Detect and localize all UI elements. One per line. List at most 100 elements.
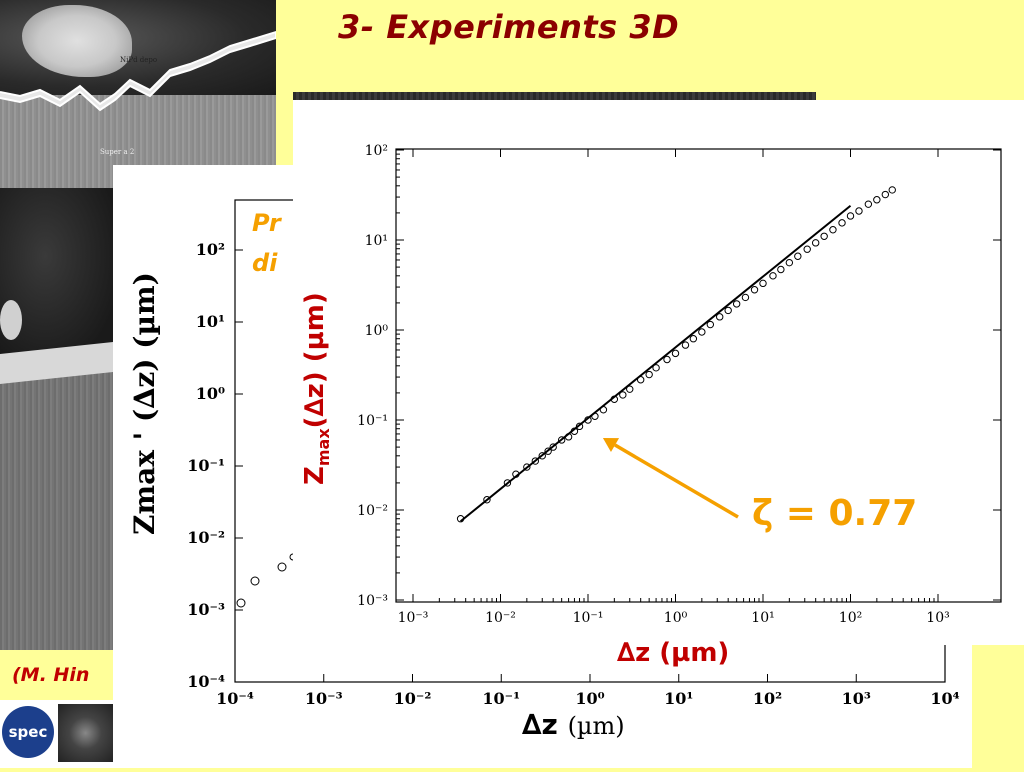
data-point xyxy=(531,457,540,465)
back-y-tick-label: 10² xyxy=(196,240,225,259)
back-y-tick-label: 10⁻³ xyxy=(187,600,225,619)
data-point xyxy=(777,265,785,274)
back-y-tick-label: 10⁻² xyxy=(187,528,225,547)
spec-logo: spec xyxy=(2,706,54,758)
front-chart: 10⁻³ 10⁻² 10⁻¹ 10⁰ 10¹ 10² 10³ 10⁻³ 10⁻² 10⁻¹ 10⁰ 1… xyxy=(357,143,1002,626)
micrograph-left-blob xyxy=(0,300,22,340)
data-point xyxy=(503,479,512,487)
data-point xyxy=(523,463,531,471)
y-tick-label: 10² xyxy=(365,143,388,159)
back-note-line2: di xyxy=(252,249,278,277)
back-ylabel-z: Z xyxy=(128,514,161,535)
data-point xyxy=(698,328,706,336)
x-tick-label: 10² xyxy=(839,610,862,626)
back-ylabel-rest: max ' (∆z) (µm) xyxy=(128,272,161,515)
data-point xyxy=(689,335,698,343)
data-point xyxy=(794,252,802,260)
data-point xyxy=(864,200,873,208)
back-xlabel-unit: (µm) xyxy=(567,712,625,740)
back-y-tick-label: 10⁻¹ xyxy=(187,456,225,475)
back-x-tick-label: 10⁻² xyxy=(394,689,432,708)
x-tick-label: 10⁻³ xyxy=(398,610,429,626)
back-note-line1: Pr xyxy=(252,209,281,237)
slide-title: 3- Experiments 3D xyxy=(338,8,680,46)
data-point xyxy=(873,196,881,204)
x-tick-label: 10⁻¹ xyxy=(573,610,604,626)
micrograph-top: NiPd depo Super a 2 xyxy=(0,0,276,188)
data-point xyxy=(855,207,863,215)
data-point xyxy=(544,447,552,455)
fracture-edge xyxy=(0,30,276,112)
micrograph-deposit-blob xyxy=(22,5,132,77)
front-ylabel-sub: max xyxy=(314,428,334,467)
front-chart-xlabel: ∆z (µm) xyxy=(617,638,730,668)
back-xlabel-dz: ∆z xyxy=(522,708,558,741)
y-tick-label: 10⁻² xyxy=(357,503,388,519)
data-point xyxy=(671,349,680,358)
annotation-arrowhead xyxy=(602,437,620,452)
back-x-tick-label: 10⁻³ xyxy=(305,689,343,708)
back-x-tick-label: 10⁻¹ xyxy=(482,689,520,708)
back-chart-xlabel: ∆z (µm) xyxy=(522,708,625,741)
front-chart-frame xyxy=(395,148,1002,603)
data-point xyxy=(538,452,546,460)
front-ylabel-rest: (∆z) (µm) xyxy=(300,292,330,429)
fit-line xyxy=(459,205,852,523)
data-point xyxy=(549,443,557,451)
back-chart-ylabel: Zmax ' (∆z) (µm) xyxy=(128,272,161,535)
data-point xyxy=(888,186,896,194)
data-point xyxy=(557,436,566,444)
y-tick-label: 10⁻¹ xyxy=(357,413,388,429)
deposit-label: NiPd depo xyxy=(120,56,158,64)
back-data-point xyxy=(236,598,246,608)
back-x-tick-label: 10² xyxy=(753,689,782,708)
front-chart-ylabel: Zmax(∆z) (µm) xyxy=(300,292,333,485)
y-tick-label: 10⁰ xyxy=(365,323,389,339)
data-point xyxy=(803,245,811,253)
crack-logo xyxy=(58,704,113,762)
annotation-arrow xyxy=(614,443,739,519)
back-x-tick-label: 10⁰ xyxy=(575,689,604,708)
back-x-tick-label: 10⁻⁴ xyxy=(216,689,254,708)
front-chart-panel: 10⁻³ 10⁻² 10⁻¹ 10⁰ 10¹ 10² 10³ 10⁻³ 10⁻² 10⁻¹ 10⁰ 1… xyxy=(293,100,1024,645)
citation: (M. Hin xyxy=(12,664,90,686)
superalloy-label: Super a 2 xyxy=(100,148,135,156)
back-y-tick-label: 10¹ xyxy=(196,312,225,331)
micrograph-left xyxy=(0,188,113,650)
x-tick-label: 10⁰ xyxy=(664,610,688,626)
back-x-tick-label: 10⁴ xyxy=(930,689,959,708)
data-point xyxy=(811,239,820,247)
data-point xyxy=(732,300,741,308)
zeta-annotation: ζ = 0.77 xyxy=(752,493,918,534)
back-y-tick-label: 10⁰ xyxy=(196,384,225,403)
data-point xyxy=(769,272,777,280)
x-tick-label: 10³ xyxy=(926,610,949,626)
back-data-point xyxy=(277,562,287,572)
back-chart-note: Pr di xyxy=(252,203,281,283)
back-x-tick-label: 10³ xyxy=(842,689,871,708)
back-y-tick-label: 10⁻⁴ xyxy=(187,672,225,691)
data-point xyxy=(846,212,855,220)
data-point xyxy=(681,341,690,349)
x-tick-label: 10¹ xyxy=(751,610,774,626)
data-point xyxy=(820,232,828,240)
data-point xyxy=(716,313,724,321)
data-point xyxy=(881,190,890,199)
data-point xyxy=(645,370,653,379)
front-ylabel-z: Z xyxy=(300,466,330,485)
back-x-tick-label: 10¹ xyxy=(664,689,693,708)
data-point xyxy=(724,306,732,315)
data-point xyxy=(741,293,750,302)
data-point xyxy=(483,496,491,504)
back-data-point xyxy=(250,576,260,586)
data-point xyxy=(829,226,837,234)
data-point xyxy=(619,391,627,399)
back-chart: 10⁻⁴ 10⁻³ 10⁻² 10⁻¹ 10⁰ 10¹ 10² 10³ 10⁴ 10² 10¹ 10⁰… xyxy=(187,199,960,708)
y-tick-label: 10⁻³ xyxy=(357,593,388,609)
x-tick-label: 10⁻² xyxy=(485,610,516,626)
data-point xyxy=(626,385,634,393)
y-tick-label: 10¹ xyxy=(365,233,388,249)
data-point xyxy=(706,320,715,329)
data-point xyxy=(785,258,794,267)
data-point xyxy=(663,355,671,364)
